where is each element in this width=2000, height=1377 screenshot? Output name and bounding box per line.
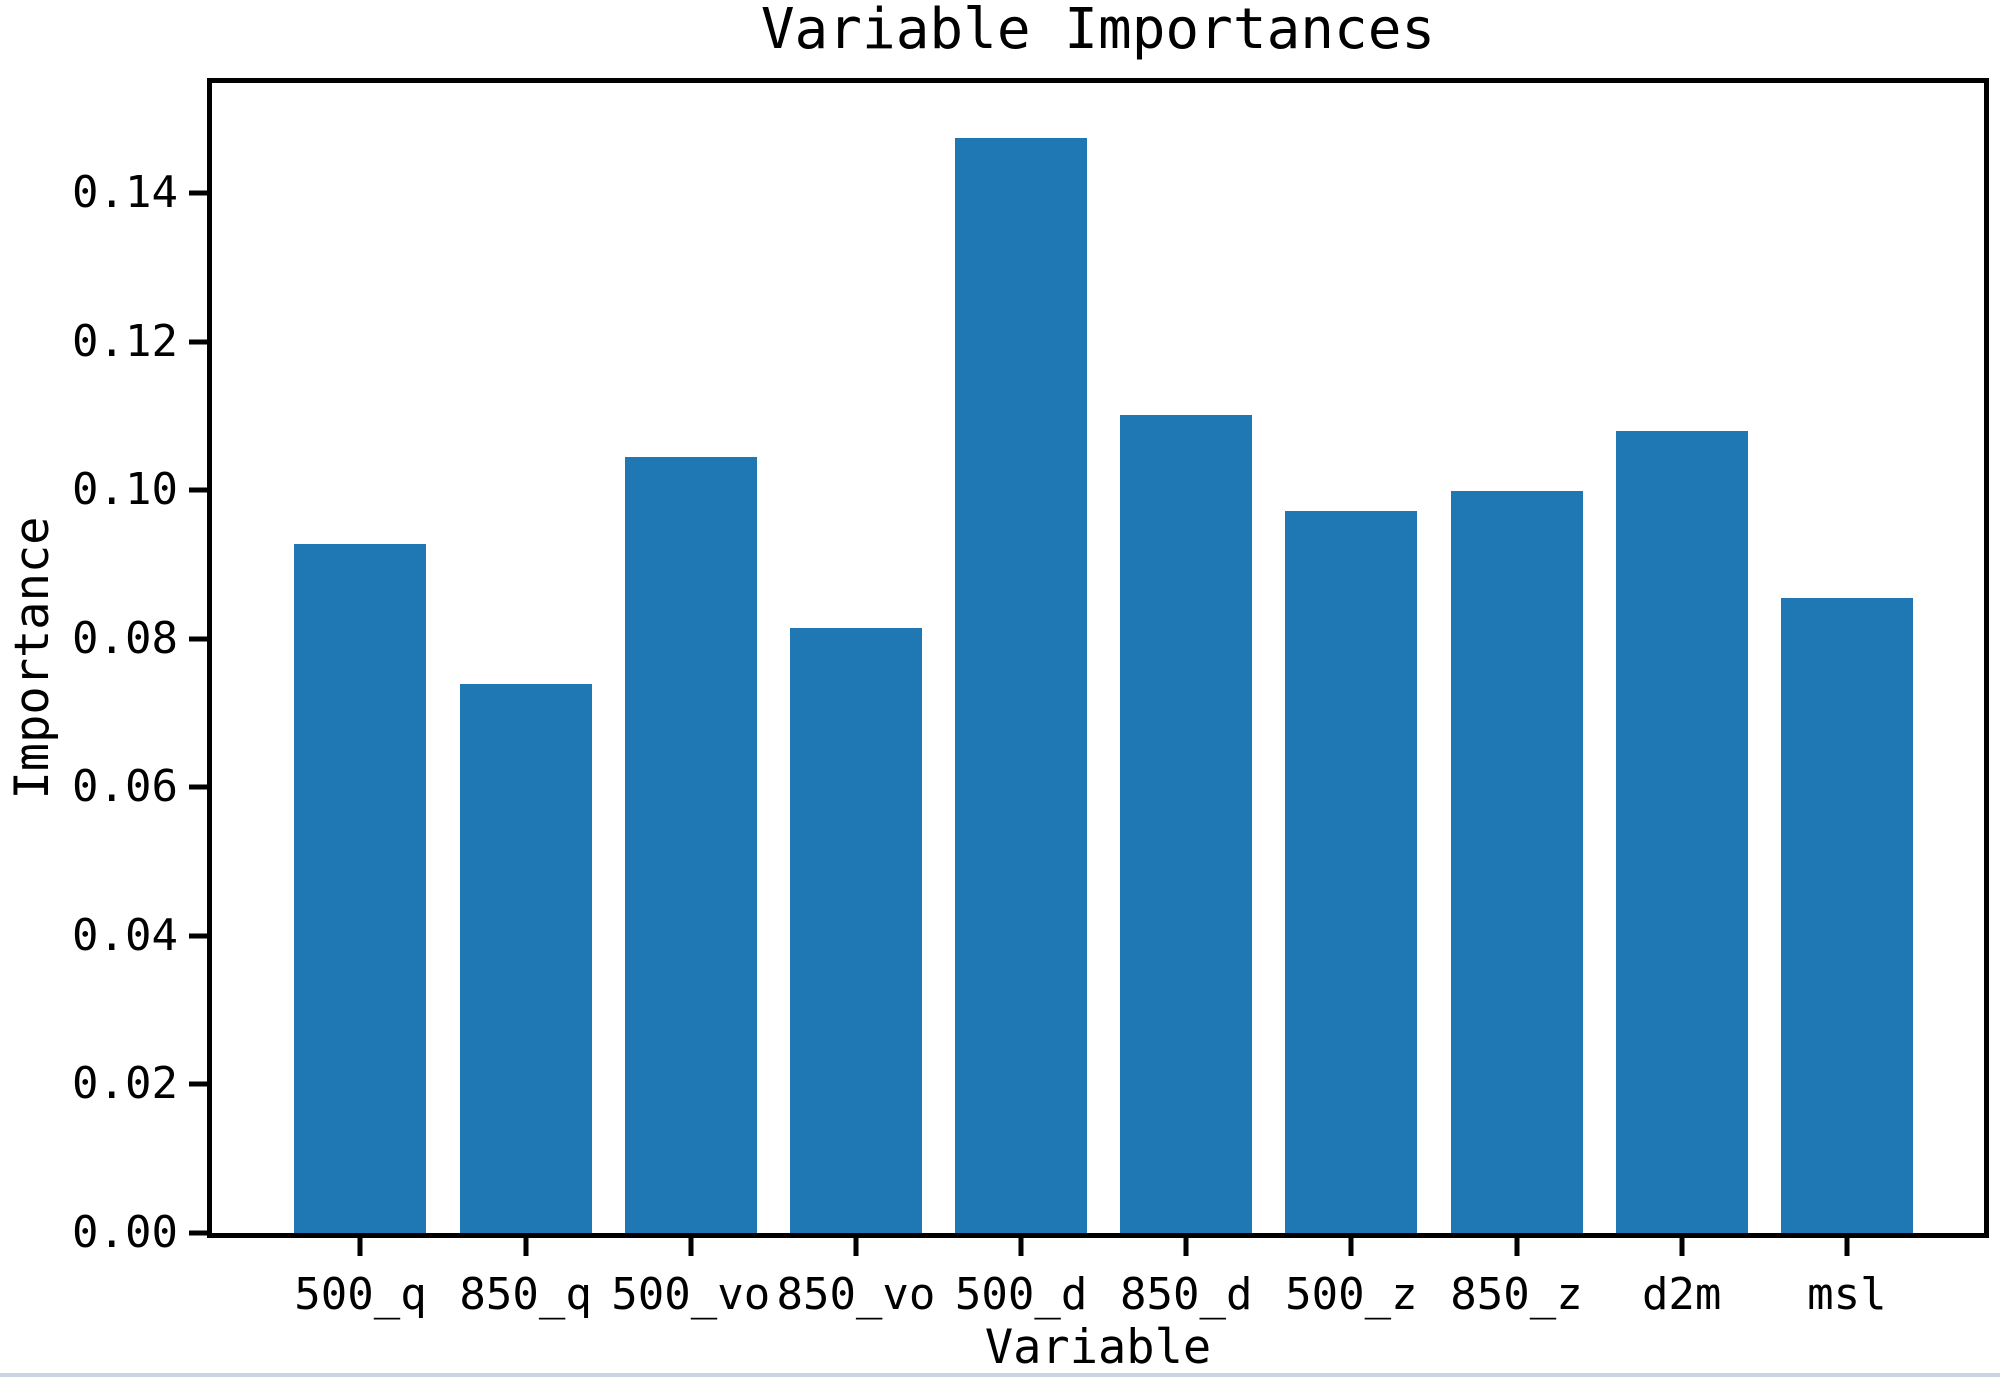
y-tick-mark — [189, 487, 207, 493]
y-tick-label-0.10: 0.10 — [72, 464, 178, 516]
x-tick-mark — [523, 1238, 529, 1256]
y-tick-label-0.02: 0.02 — [72, 1058, 178, 1110]
bar-500_z — [1285, 510, 1418, 1233]
y-tick-mark — [189, 1230, 207, 1236]
x-tick-mark — [1679, 1238, 1685, 1256]
y-tick-mark — [189, 1081, 207, 1087]
x-tick-mark — [853, 1238, 859, 1256]
bar-msl — [1780, 597, 1913, 1233]
y-tick-mark — [189, 933, 207, 939]
x-tick-mark — [688, 1238, 694, 1256]
bar-500_vo — [624, 456, 757, 1233]
y-axis-label: Importance — [5, 516, 60, 800]
x-tick-mark — [1348, 1238, 1354, 1256]
chart-title: Variable Importances — [760, 0, 1436, 62]
x-tick-label-850_z: 850_z — [1450, 1269, 1583, 1320]
bar-500_q — [294, 543, 427, 1233]
x-tick-label-500_z: 500_z — [1285, 1269, 1418, 1320]
bar-850_vo — [789, 628, 922, 1233]
x-tick-label-850_d: 850_d — [1120, 1269, 1253, 1320]
bar-850_d — [1120, 415, 1253, 1233]
y-tick-label-0.06: 0.06 — [72, 761, 178, 813]
y-tick-mark — [189, 784, 207, 790]
x-tick-label-500_d: 500_d — [954, 1269, 1088, 1320]
plot-area: 0.00 0.02 0.04 0.06 0.08 0.10 0.12 0.14 500_q 85… — [72, 78, 1989, 1373]
bar-850_q — [459, 684, 592, 1233]
y-tick-label-0.12: 0.12 — [72, 315, 178, 367]
window-bottom-edge — [0, 1373, 2000, 1377]
x-tick-label-d2m: d2m — [1641, 1269, 1722, 1320]
bar-500_d — [955, 137, 1088, 1233]
x-tick-mark — [1018, 1238, 1024, 1256]
x-tick-label-500_q: 500_q — [294, 1269, 427, 1320]
x-tick-label-850_q: 850_q — [459, 1269, 592, 1320]
x-axis-label: Variable — [984, 1320, 1212, 1375]
y-tick-mark — [189, 636, 207, 642]
x-tick-label-500_vo: 500_vo — [611, 1269, 771, 1320]
x-tick-mark — [1514, 1238, 1520, 1256]
x-tick-label-msl: msl — [1807, 1269, 1887, 1320]
bar-d2m — [1615, 430, 1748, 1233]
bar-850_z — [1450, 490, 1583, 1233]
y-tick-label-0.08: 0.08 — [72, 612, 178, 664]
y-tick-label-0.04: 0.04 — [72, 909, 178, 961]
x-tick-label-850_vo: 850_vo — [776, 1269, 936, 1320]
x-tick-mark — [1844, 1238, 1850, 1256]
x-tick-mark — [357, 1238, 363, 1256]
y-tick-mark — [189, 339, 207, 345]
y-tick-label-0.00: 0.00 — [72, 1207, 178, 1258]
y-tick-mark — [189, 190, 207, 196]
y-tick-label-0.14: 0.14 — [72, 166, 178, 218]
x-tick-mark — [1183, 1238, 1189, 1256]
